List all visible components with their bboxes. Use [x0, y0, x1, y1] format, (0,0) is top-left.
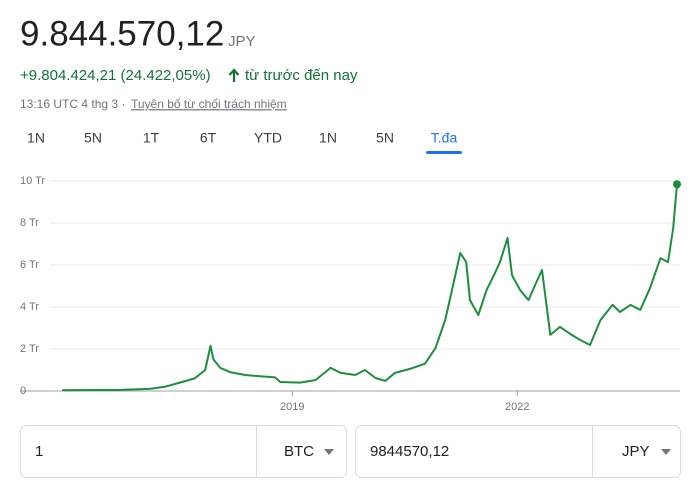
y-tick-label: 0: [20, 385, 26, 397]
y-tick-label: 8 Tr: [20, 217, 39, 229]
change: +9.804.424,21 (24.422,05%): [20, 67, 211, 84]
range-tab[interactable]: 5N: [376, 130, 394, 146]
to-currency[interactable]: JPY: [622, 443, 650, 460]
to-amount[interactable]: 9844570,12: [370, 443, 449, 460]
range-tab[interactable]: 1N: [319, 130, 337, 146]
range-tab[interactable]: T.đa: [431, 130, 458, 146]
change-period: từ trước đến nay: [245, 67, 358, 84]
range-tab[interactable]: 1T: [143, 130, 160, 146]
dropdown-arrow: [324, 449, 334, 455]
y-tick-label: 6 Tr: [20, 259, 39, 271]
price-line: [61, 184, 678, 392]
range-tab[interactable]: 5N: [84, 130, 102, 146]
from-amount[interactable]: 1: [35, 443, 43, 460]
range-tab[interactable]: 1N: [27, 130, 45, 146]
chart: 0 2 Tr 4 Tr 6 Tr 8 Tr 10 Tr 2019 2022: [20, 175, 681, 413]
disclaimer-link[interactable]: Tuyên bố từ chối trách nhiệm: [131, 97, 287, 111]
y-tick-label: 2 Tr: [20, 343, 39, 355]
end-dot: [673, 180, 681, 189]
x-tick-label: 2022: [505, 401, 529, 413]
to-box[interactable]: [355, 425, 681, 478]
from-box[interactable]: [20, 425, 347, 478]
tab-underline: [426, 151, 462, 154]
dropdown-arrow: [661, 449, 671, 455]
price: 9.844.570,12: [20, 14, 224, 53]
range-tabs: 1N 5N 1T 6T YTD 1N 5N T.đa: [27, 130, 462, 154]
range-tab[interactable]: 6T: [200, 130, 217, 146]
up-arrow: [228, 68, 240, 82]
y-tick-label: 4 Tr: [20, 301, 39, 313]
x-tick-label: 2019: [280, 401, 304, 413]
timestamp: 13:16 UTC 4 thg 3 ·: [20, 97, 125, 111]
y-tick-label: 10 Tr: [20, 175, 45, 187]
from-currency[interactable]: BTC: [284, 443, 314, 460]
currency: JPY: [228, 33, 256, 50]
range-tab[interactable]: YTD: [254, 130, 282, 146]
